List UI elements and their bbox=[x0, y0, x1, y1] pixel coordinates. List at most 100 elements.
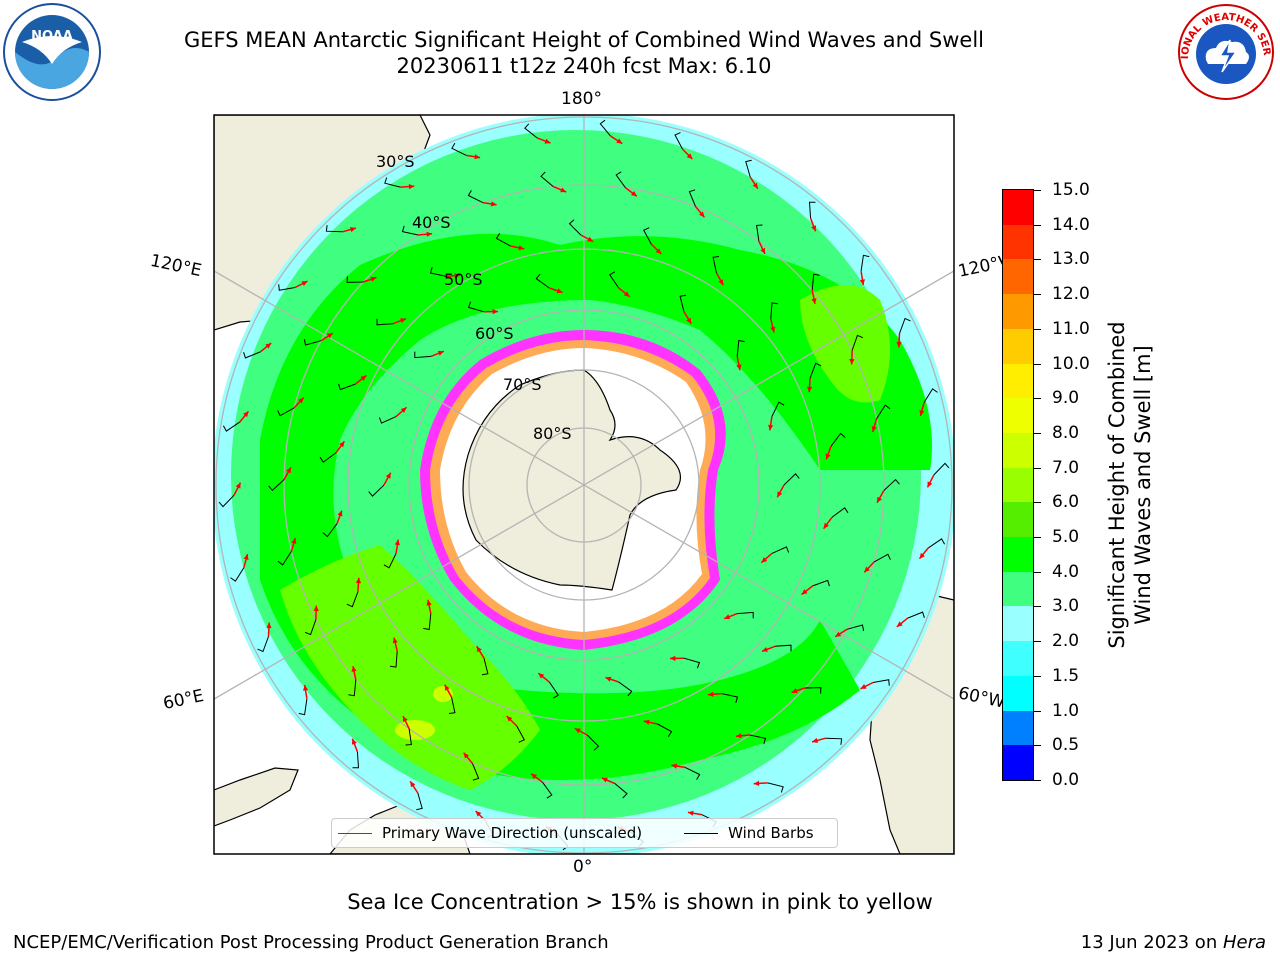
wind-barb bbox=[831, 507, 849, 518]
wave-arrowhead bbox=[574, 728, 581, 734]
wind-barb bbox=[712, 256, 720, 274]
colorbar-tick bbox=[1033, 398, 1041, 400]
colorbar-tick-label: 0.0 bbox=[1052, 770, 1080, 790]
colorbar-segment bbox=[1003, 432, 1033, 468]
nws-logo-icon: NATIONAL WEATHER SERVICE bbox=[1176, 2, 1274, 100]
antarctica-land bbox=[462, 369, 681, 591]
wind-barb bbox=[846, 624, 865, 631]
wind-barb bbox=[304, 619, 317, 636]
wind-barb bbox=[448, 696, 456, 714]
colorbar-segment bbox=[1003, 745, 1033, 780]
wave-arrowhead bbox=[670, 655, 676, 661]
wind-barb bbox=[535, 273, 550, 289]
wind-barb bbox=[338, 383, 356, 391]
wind-barb bbox=[416, 792, 423, 811]
colorbar-tick-label: 9.0 bbox=[1052, 388, 1080, 409]
wave-arrowhead bbox=[337, 510, 343, 517]
wave-arrowhead bbox=[835, 631, 842, 637]
wind-barb bbox=[218, 494, 235, 508]
wave-arrowhead bbox=[687, 810, 694, 816]
wave-field-peak-east bbox=[800, 285, 890, 403]
wave-arrowhead bbox=[896, 341, 902, 348]
colorbar-segment bbox=[1003, 641, 1033, 676]
wind-barb bbox=[615, 171, 627, 189]
wave-arrowhead bbox=[301, 281, 308, 286]
wave-arrowhead bbox=[871, 426, 877, 432]
date-stamp: 13 Jun 2023 on Hera bbox=[1081, 932, 1266, 953]
wave-arrowhead bbox=[655, 248, 662, 254]
colorbar-segment bbox=[1003, 537, 1033, 572]
wind-barb bbox=[390, 651, 398, 668]
wind-barb bbox=[405, 728, 412, 746]
legend-wave-direction-label: Primary Wave Direction (unscaled) bbox=[382, 824, 643, 842]
map-frame bbox=[213, 114, 955, 855]
wave-arrowhead bbox=[235, 482, 241, 489]
colorbar-tick bbox=[1033, 294, 1041, 296]
wind-barb bbox=[516, 725, 525, 743]
chart-subtitle: 20230611 t12z 240h fcst Max: 6.10 bbox=[396, 54, 772, 78]
wave-arrowhead bbox=[355, 577, 362, 584]
wind-barb bbox=[608, 271, 620, 289]
noaa-logo-icon: NOAA bbox=[3, 3, 101, 101]
colorbar-tick-label: 1.5 bbox=[1052, 665, 1080, 686]
wind-barb bbox=[541, 781, 553, 799]
colorbar-segment bbox=[1003, 259, 1033, 295]
wind-barb bbox=[804, 687, 822, 694]
colorbar-segment bbox=[1003, 294, 1033, 329]
wind-barb bbox=[860, 254, 870, 272]
wave-arrowhead bbox=[313, 605, 319, 611]
wave-field-high bbox=[260, 233, 932, 780]
wind-barb bbox=[472, 763, 480, 781]
colorbar bbox=[1002, 189, 1034, 781]
colorbar-tick bbox=[1033, 780, 1041, 781]
wave-arrowhead bbox=[454, 273, 461, 279]
wind-barb bbox=[774, 644, 792, 652]
wind-barb bbox=[423, 613, 432, 631]
colorbar-tick-label: 11.0 bbox=[1052, 318, 1090, 339]
wind-barb bbox=[737, 611, 754, 619]
legend-item-wind-barbs: Wind Barbs bbox=[678, 824, 814, 842]
colorbar-tick bbox=[1033, 537, 1041, 539]
wind-barb bbox=[599, 119, 611, 137]
colorbar-tick-label: 1.0 bbox=[1052, 700, 1080, 721]
wind-barb bbox=[923, 388, 938, 403]
wind-barb bbox=[322, 523, 338, 538]
legend-red-line-icon bbox=[338, 832, 372, 834]
wave-arrowhead bbox=[392, 637, 398, 644]
wind-barb bbox=[907, 611, 925, 619]
wind-barb bbox=[873, 553, 891, 563]
wind-barb bbox=[243, 351, 261, 359]
colorbar-tick bbox=[1033, 259, 1041, 261]
wind-barb bbox=[830, 432, 846, 447]
wave-arrowhead bbox=[243, 554, 249, 560]
legend-item-wave-direction: Primary Wave Direction (unscaled) bbox=[332, 824, 642, 842]
colorbar-segment bbox=[1003, 224, 1033, 260]
wind-barb bbox=[767, 782, 784, 793]
wave-arrowhead bbox=[303, 685, 309, 691]
host-name: Hera bbox=[1222, 932, 1266, 953]
colorbar-tick-label: 0.5 bbox=[1052, 735, 1080, 756]
wave-arrowhead bbox=[360, 375, 367, 381]
wind-barb bbox=[883, 478, 900, 491]
wave-arrowhead bbox=[410, 781, 416, 788]
wave-arrowhead bbox=[643, 719, 650, 725]
meridian-60e-120w bbox=[214, 270, 954, 700]
wind-barb bbox=[277, 551, 292, 566]
wind-barb bbox=[679, 294, 687, 312]
wave-arrowhead bbox=[370, 276, 377, 282]
colorbar-tick-label: 12.0 bbox=[1052, 284, 1090, 305]
wind-barb bbox=[467, 301, 485, 313]
wave-arrowhead bbox=[463, 752, 469, 759]
wind-barb bbox=[770, 302, 778, 319]
wave-arrowhead bbox=[560, 187, 567, 193]
wind-barb bbox=[809, 362, 822, 379]
colorbar-tick bbox=[1033, 432, 1041, 434]
wave-arrowhead bbox=[752, 182, 758, 189]
wind-barb bbox=[657, 723, 673, 737]
wind-barb bbox=[325, 225, 343, 233]
wave-arrowhead bbox=[400, 407, 407, 413]
wave-arrowhead bbox=[326, 333, 333, 339]
wind-barb bbox=[540, 171, 554, 187]
lat-label-30s: 30°S bbox=[376, 152, 415, 171]
